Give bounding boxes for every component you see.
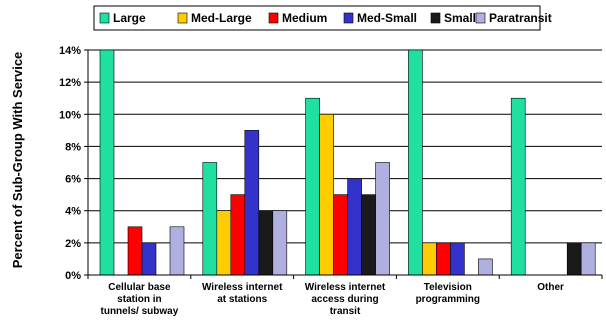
x-category-label: Wireless internet access during transit (305, 282, 386, 317)
bar-med-small (141, 242, 157, 276)
bar-large (510, 97, 526, 276)
bar-large (305, 97, 320, 276)
bar-med-large (216, 210, 232, 276)
legend-label: Med-Large (191, 11, 252, 25)
x-category-label: Cellular base station in tunnels/ subway (101, 282, 179, 317)
legend-label: Small (444, 11, 476, 25)
y-tick-label: 14% (59, 45, 81, 57)
bar-large (99, 49, 115, 276)
x-category-label: Other (537, 282, 564, 293)
y-tick-label: 10% (59, 109, 81, 121)
bars (99, 49, 596, 276)
bar-paratransit (375, 162, 390, 276)
legend-swatch (475, 12, 486, 24)
bar-med-small (347, 178, 362, 276)
bar-med-small (450, 242, 465, 276)
legend: Large Med-Large Medium Med-Small Small Paratr… (93, 5, 552, 31)
y-tick-label: 2% (65, 238, 81, 250)
bar-small (361, 194, 376, 276)
legend-swatch (343, 12, 354, 24)
bar-medium (333, 194, 348, 276)
y-tick-label: 0% (65, 270, 81, 282)
legend-label: Large (113, 11, 146, 25)
x-category-label: Television programming (416, 282, 480, 305)
bar-medium (127, 226, 143, 276)
bar-medium (436, 242, 451, 276)
legend-label: Med-Small (357, 11, 417, 25)
axes (87, 50, 603, 279)
legend-box (93, 5, 541, 31)
y-tick-label: 4% (65, 206, 81, 218)
bar-paratransit (478, 258, 493, 276)
x-category-labels: Cellular base station in tunnels/ subway Wi… (101, 282, 565, 317)
y-tick-label: 12% (59, 77, 81, 89)
legend-swatch (430, 12, 441, 24)
legend-swatch (268, 12, 279, 24)
y-tick-labels: 0% 2% 4% 6% 8% 10% 12% 14% (59, 45, 81, 282)
bar-med-large (319, 113, 334, 276)
bar-paratransit (272, 210, 288, 276)
bar-med-large (422, 242, 437, 276)
bar-med-small (244, 130, 260, 276)
bar-large (408, 49, 423, 276)
legend-swatch (99, 12, 110, 24)
bar-paratransit (580, 242, 596, 276)
bar-small (566, 242, 582, 276)
y-tick-label: 6% (65, 174, 81, 186)
legend-label: Paratransit (489, 11, 552, 25)
bar-large (202, 162, 218, 276)
legend-swatch (177, 12, 188, 24)
x-category-label: Wireless internet at stations (202, 282, 283, 305)
bar-medium (230, 194, 246, 276)
bar-small (258, 210, 274, 276)
legend-label: Medium (282, 11, 327, 25)
y-axis-label: Percent of Sub-Group With Service (10, 52, 25, 269)
bar-paratransit (169, 226, 185, 276)
y-tick-label: 8% (65, 141, 81, 153)
